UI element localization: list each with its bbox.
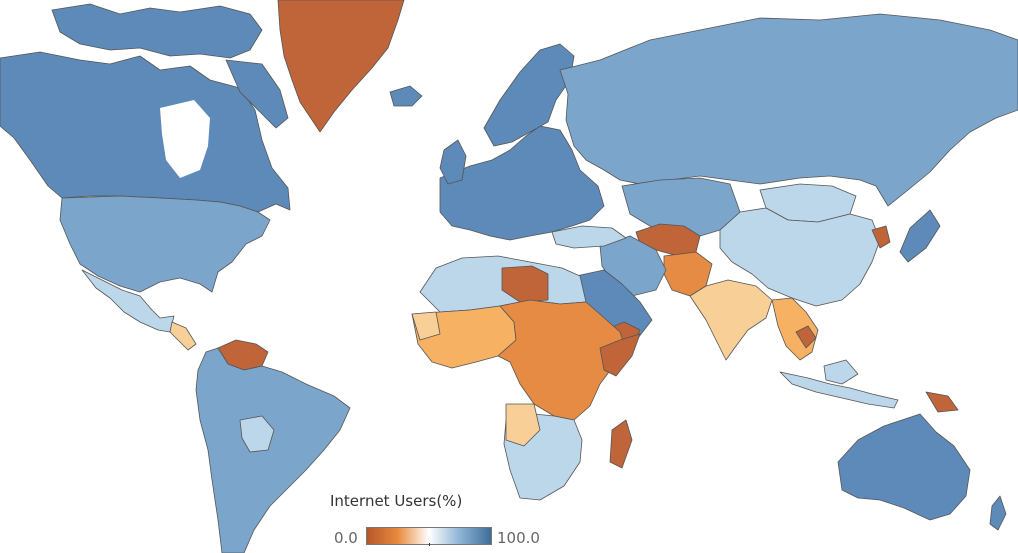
region-angola[interactable] (505, 403, 541, 447)
region-west-africa-light[interactable] (411, 311, 441, 341)
legend-midpoint-tick (429, 543, 430, 546)
region-japan[interactable] (899, 209, 941, 263)
region-greenland[interactable] (277, 0, 405, 133)
region-south-america[interactable] (195, 347, 351, 553)
region-europe[interactable] (439, 125, 605, 241)
region-australia[interactable] (837, 413, 971, 521)
region-india[interactable] (689, 279, 773, 361)
region-baffin[interactable] (225, 59, 289, 129)
legend-gradient-bar (366, 527, 492, 546)
region-horn-of-africa[interactable] (599, 333, 641, 377)
region-central-africa[interactable] (497, 299, 627, 421)
region-north-korea[interactable] (871, 225, 891, 249)
region-central-asia[interactable] (621, 177, 741, 237)
region-papua-new-guinea[interactable] (925, 391, 959, 413)
hudson-bay (160, 100, 210, 178)
region-madagascar[interactable] (609, 419, 633, 469)
region-southeast-asia[interactable] (771, 297, 819, 361)
region-russia[interactable] (559, 13, 1018, 207)
region-bolivia[interactable] (239, 415, 275, 453)
region-indonesia[interactable] (779, 371, 899, 409)
region-china[interactable] (719, 207, 881, 307)
region-canadian-archipelago[interactable] (51, 3, 263, 59)
region-borneo[interactable] (823, 359, 859, 385)
region-canada[interactable] (0, 51, 291, 213)
legend-title: Internet Users(%) (330, 492, 463, 510)
color-legend: Internet Users(%) 0.0 100.0 (330, 492, 550, 552)
region-cambodia[interactable] (795, 325, 817, 349)
region-central-america[interactable] (169, 321, 197, 351)
region-britain[interactable] (439, 139, 467, 185)
region-libya[interactable] (501, 265, 549, 303)
legend-min-label: 0.0 (334, 529, 358, 547)
region-iceland[interactable] (389, 85, 423, 107)
legend-max-label: 100.0 (497, 529, 540, 547)
region-usa[interactable] (59, 195, 271, 293)
region-turkey[interactable] (551, 225, 627, 249)
region-new-zealand[interactable] (989, 495, 1007, 531)
